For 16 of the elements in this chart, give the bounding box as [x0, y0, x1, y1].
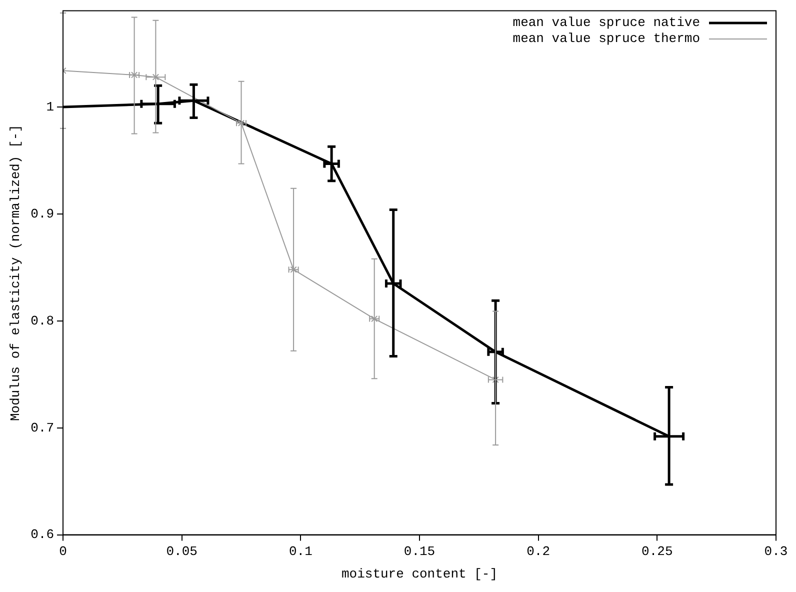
- y-axis-title: Modulus of elasticity (normalized) [-]: [8, 124, 24, 422]
- x-tick-label: 0.15: [404, 544, 436, 560]
- legend-label: mean value spruce native: [512, 15, 700, 30]
- y-tick-label: 0.8: [30, 313, 54, 328]
- y-tick-label: 0.9: [30, 206, 54, 222]
- x-axis-title: moisture content [-]: [341, 566, 498, 582]
- x-tick-label: 0.05: [166, 544, 198, 560]
- x-tick-label: 0.2: [526, 544, 550, 560]
- x-tick-label: 0: [59, 544, 67, 560]
- legend-label: mean value spruce thermo: [512, 31, 700, 46]
- y-tick-label: 0.6: [30, 527, 54, 542]
- x-tick-label: 0.25: [642, 544, 673, 560]
- y-tick-label: 0.7: [30, 420, 54, 436]
- x-tick-label: 0.1: [288, 544, 313, 560]
- x-tick-label: 0.3: [764, 544, 788, 560]
- y-tick-label: 1: [46, 99, 54, 114]
